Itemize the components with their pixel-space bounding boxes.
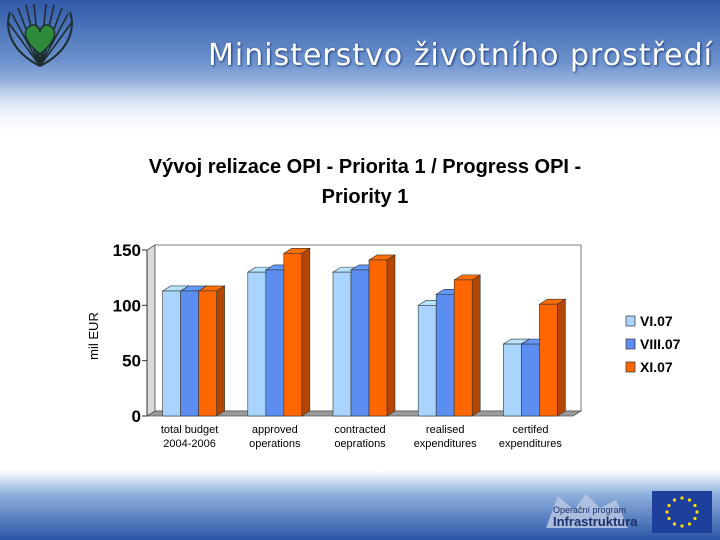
header-banner	[0, 0, 720, 140]
chart-title-line-1: Vývoj relizace OPI - Priorita 1 / Progre…	[148, 156, 582, 178]
x-axis-tick-label: total budget	[161, 424, 219, 436]
footer-banner	[0, 470, 720, 540]
y-axis-tick-label: 50	[122, 352, 141, 371]
bar-side	[301, 247, 311, 417]
bar	[521, 343, 540, 417]
bar	[350, 269, 370, 417]
bar-side	[386, 254, 396, 417]
bar-side	[216, 285, 225, 417]
op-logo-line-2: Infrastruktura	[553, 514, 638, 529]
bar	[265, 269, 285, 417]
chart-side-wall	[146, 244, 156, 417]
bar	[435, 293, 455, 417]
ministry-name: Ministerstvo životního prostředí	[208, 38, 713, 73]
header-fade	[0, 80, 720, 140]
y-axis-label: mil EUR	[86, 312, 101, 360]
bar	[162, 290, 181, 417]
bar	[180, 290, 199, 417]
legend-swatch	[625, 338, 636, 350]
bar	[332, 271, 352, 417]
x-axis-tick-label: contracted	[334, 424, 385, 436]
op-logo-line-1: Operační program	[553, 505, 627, 515]
x-axis-tick-label: oeprations	[334, 438, 386, 450]
x-axis-tick-label: 2004-2006	[163, 438, 216, 450]
bar	[539, 303, 558, 417]
chart-title: Vývoj relizace OPI - Priorita 1 / Progre…	[110, 152, 620, 212]
bar	[453, 279, 473, 417]
ministry-logo-icon	[7, 3, 73, 67]
eu-flag-icon	[652, 491, 712, 533]
y-axis-tick-label: 150	[113, 241, 141, 260]
bar-side	[557, 298, 566, 417]
bar	[368, 259, 388, 417]
op-infrastruktura-logo-icon	[546, 494, 628, 528]
legend-swatch	[625, 315, 636, 327]
x-axis-tick-label: realised	[426, 424, 465, 436]
x-axis-tick-label: certifed	[512, 424, 548, 436]
y-axis-tick-label: 0	[132, 407, 141, 426]
legend-swatch	[625, 361, 636, 373]
bar	[247, 271, 267, 417]
legend-label: XI.07	[640, 359, 673, 375]
bar	[503, 343, 522, 417]
legend-label: VIII.07	[640, 336, 681, 352]
x-axis-tick-label: expenditures	[414, 438, 477, 450]
x-axis-tick-label: expenditures	[499, 438, 562, 450]
bar	[198, 290, 217, 417]
bar	[417, 305, 437, 417]
y-axis-tick-label: 100	[113, 296, 141, 315]
bar-side	[471, 274, 481, 417]
bar-chart: 0 50 100 150 mil EUR total budget 2004-2006 app…	[86, 241, 681, 450]
legend-label: VI.07	[640, 313, 673, 329]
chart-title-line-2: Priority 1	[321, 186, 409, 208]
x-axis-tick-label: approved	[252, 424, 298, 436]
x-axis-tick-label: operations	[249, 438, 301, 450]
bar	[283, 253, 303, 417]
